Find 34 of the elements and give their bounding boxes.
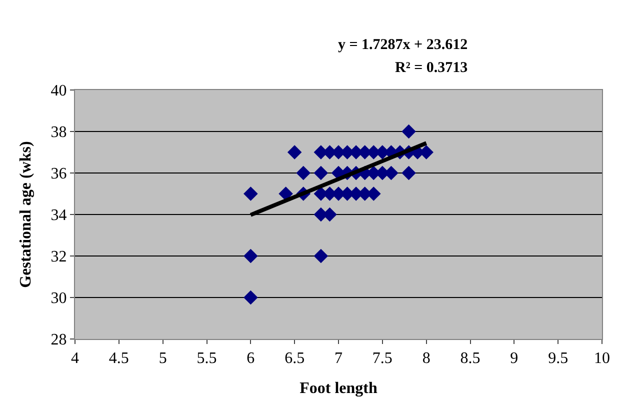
- point: [314, 248, 328, 264]
- y-tick-label: 32: [50, 248, 67, 266]
- y-tick-label: 34: [50, 207, 67, 224]
- x-tick-label: 10: [594, 350, 610, 368]
- y-axis-title: Gestational age (wks): [18, 141, 35, 288]
- x-tick-label: 8.5: [460, 350, 480, 368]
- x-tick-label: 7: [334, 350, 342, 368]
- point: [278, 186, 293, 201]
- point: [287, 145, 302, 160]
- x-tick-label: 5.5: [196, 350, 217, 368]
- x-tick-label: 4.5: [108, 350, 129, 368]
- x-axis-title: Foot length: [300, 380, 378, 397]
- point: [402, 166, 416, 180]
- x-tick-label: 4: [71, 350, 79, 368]
- point: [296, 166, 311, 180]
- x-tick-label: 9.5: [548, 350, 568, 368]
- x-tick-label: 6: [246, 350, 255, 368]
- text: y = 1.7287x + 23.612: [338, 37, 468, 53]
- point: [402, 124, 416, 139]
- x-tick-label: 8: [422, 350, 430, 368]
- x-tick-label: 9: [510, 350, 518, 368]
- y-tick-label: 30: [50, 290, 67, 308]
- text: R² = 0.3713: [395, 60, 468, 76]
- point: [244, 290, 258, 305]
- x-tick-label: 7.5: [372, 350, 392, 368]
- point: [244, 186, 258, 201]
- y-tick-label: 38: [50, 124, 67, 142]
- x-tick-label: 6.5: [284, 350, 305, 368]
- y-tick-label: 28: [50, 332, 67, 349]
- y-tick-label: 36: [50, 166, 67, 183]
- y-tick-label: 40: [50, 82, 67, 100]
- x-tick-label: 5: [158, 350, 167, 368]
- point: [244, 248, 258, 264]
- point: [314, 166, 328, 180]
